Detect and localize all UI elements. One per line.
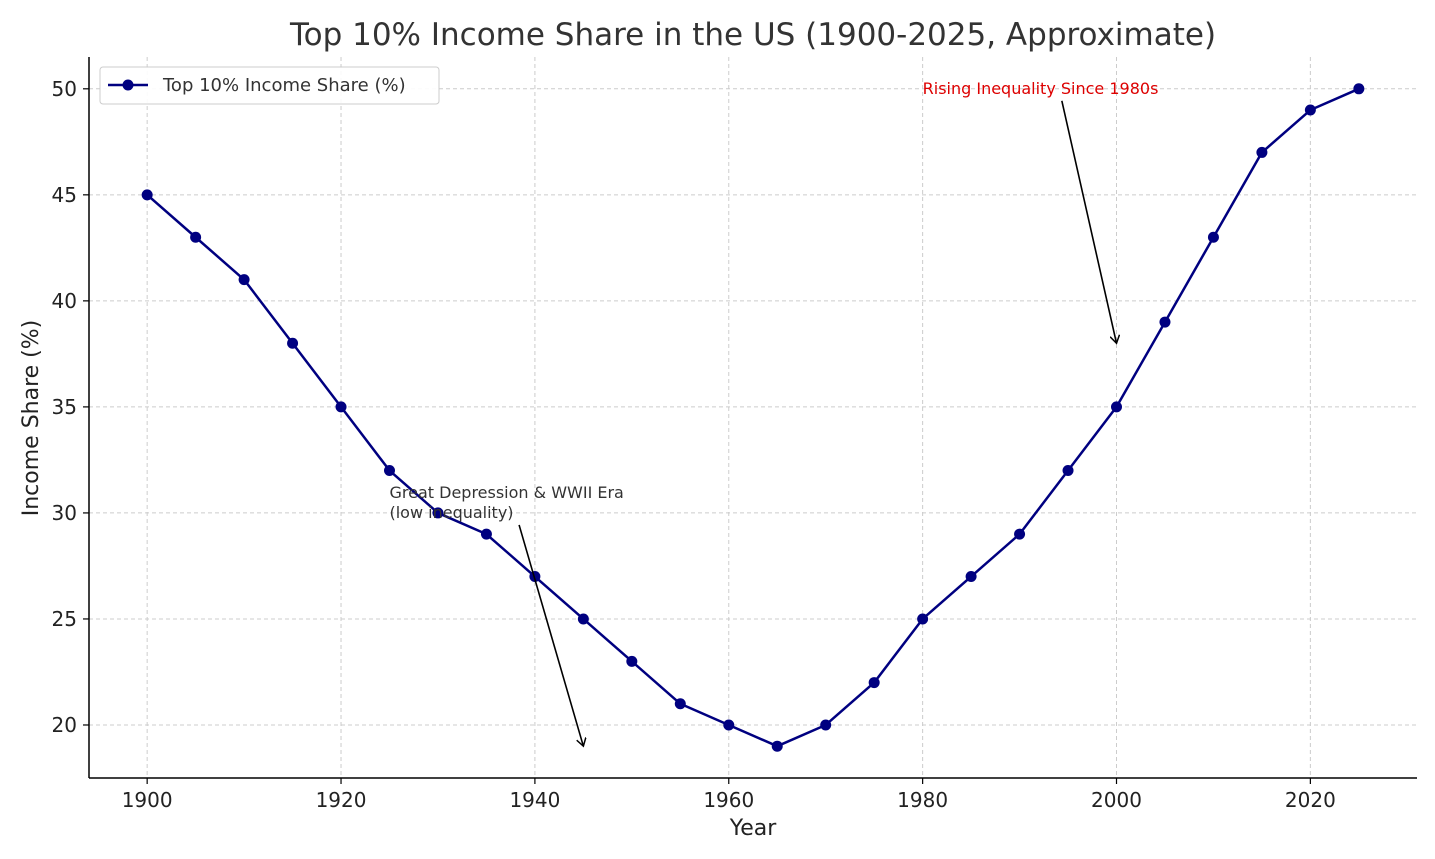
- annotation-text: Rising Inequality Since 1980s: [923, 79, 1159, 98]
- y-tick-label: 45: [52, 183, 77, 207]
- ticks: 1900 1920 1940 1960 1980 2000 2020202530354045…: [52, 77, 1336, 812]
- data-point: [1014, 528, 1026, 540]
- data-point: [287, 337, 299, 349]
- x-tick-label: 1960: [703, 788, 754, 812]
- x-tick-label: 2020: [1285, 788, 1336, 812]
- y-tick-label: 25: [52, 607, 77, 631]
- data-point: [820, 719, 832, 731]
- annotation-arrow: [518, 524, 583, 746]
- data-point: [238, 274, 250, 286]
- data-point: [1062, 465, 1074, 477]
- y-tick-label: 40: [52, 289, 77, 313]
- data-point: [674, 698, 686, 710]
- data-point: [480, 528, 492, 540]
- legend-entry-label: Top 10% Income Share (%): [162, 75, 406, 96]
- y-tick-label: 20: [52, 713, 77, 737]
- data-point: [868, 677, 880, 689]
- series-line: [146, 87, 1360, 748]
- series: [141, 83, 1365, 752]
- x-tick-label: 1940: [509, 788, 560, 812]
- axes: [88, 57, 1417, 779]
- data-point: [335, 401, 347, 413]
- data-point: [771, 740, 783, 752]
- legend-box: [99, 66, 440, 105]
- chart-title: Top 10% Income Share in the US (1900-202…: [289, 17, 1216, 53]
- annotation-text: Great Depression & WWII Era (low inequali…: [389, 483, 623, 522]
- x-tick-label: 1980: [897, 788, 948, 812]
- x-tick-label: 2000: [1091, 788, 1142, 812]
- data-point: [965, 571, 977, 583]
- data-point: [190, 231, 202, 243]
- data-point: [577, 613, 589, 625]
- data-point: [1353, 83, 1365, 95]
- grid: [89, 57, 1417, 778]
- x-axis-label: Year: [729, 816, 778, 841]
- data-point: [383, 465, 395, 477]
- data-point: [1304, 104, 1316, 116]
- data-point: [723, 719, 735, 731]
- y-tick-label: 50: [52, 77, 77, 101]
- x-tick-label: 1920: [316, 788, 367, 812]
- y-tick-label: 35: [52, 395, 77, 419]
- data-point: [432, 507, 444, 519]
- annotation-arrow: [1061, 100, 1117, 343]
- legend: Top 10% Income Share (%): [99, 66, 440, 105]
- data-point: [626, 655, 638, 667]
- legend-marker-swatch: [122, 79, 134, 91]
- data-point: [1207, 231, 1219, 243]
- data-point: [917, 613, 929, 625]
- data-point: [1159, 316, 1171, 328]
- y-tick-label: 30: [52, 501, 77, 525]
- annotations: Great Depression & WWII Era (low inequali…: [389, 79, 1158, 746]
- x-tick-label: 1900: [122, 788, 173, 812]
- data-point: [1111, 401, 1123, 413]
- data-point: [1256, 146, 1268, 158]
- y-axis-label: Income Share (%): [19, 320, 44, 517]
- data-point: [141, 189, 153, 201]
